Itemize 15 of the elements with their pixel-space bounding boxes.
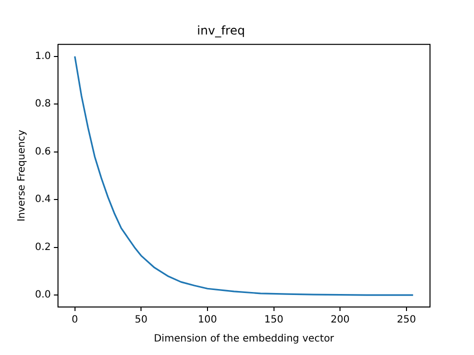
x-tick-label: 100	[198, 314, 218, 326]
x-tick-label: 0	[72, 314, 78, 326]
x-axis-title: Dimension of the embedding vector	[154, 334, 335, 345]
y-tick-label: 0.4	[34, 194, 51, 206]
y-tick-label: 1.0	[34, 50, 51, 62]
y-tick-label: 0.2	[34, 242, 51, 253]
y-tick-label: 0.0	[34, 290, 51, 301]
x-tick-label: 50	[134, 314, 148, 326]
y-tick-label: 0.6	[34, 146, 51, 158]
x-tick-label: 150	[264, 314, 284, 326]
y-tick-label: 0.8	[34, 98, 51, 110]
chart-title: inv_freq	[197, 23, 245, 38]
x-tick-label: 250	[396, 314, 416, 326]
y-axis-title: Inverse Frequency	[16, 130, 28, 222]
x-tick-label: 200	[330, 314, 350, 326]
